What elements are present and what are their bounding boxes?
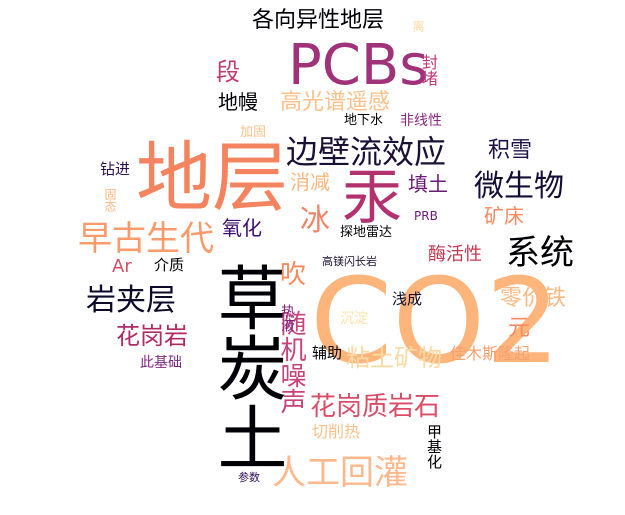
word: 人工回灌 (272, 453, 408, 493)
word: 各向异性地层 (252, 8, 385, 33)
word: 酶活性 (428, 244, 482, 265)
word: CO2 (310, 252, 561, 390)
word: 高光谱遥感 (280, 90, 391, 115)
word: 冰 (300, 203, 330, 238)
word: 此基础 (140, 355, 182, 371)
word: 填土 (408, 172, 448, 196)
word: 封堵 (419, 54, 438, 86)
word: 高镁闪长岩 (322, 255, 377, 268)
word: 积雪 (488, 138, 533, 163)
word: 零价铁 (500, 286, 567, 311)
word: 参数 (238, 471, 260, 484)
word: 边壁流效应 (286, 133, 447, 171)
word: 地幔 (218, 90, 258, 114)
word: 固态 (103, 188, 117, 212)
word: 佳木斯隆起 (450, 344, 531, 363)
word: 汞 (342, 163, 402, 233)
word: 岩夹层 (86, 283, 176, 318)
word: 切削热 (312, 422, 361, 441)
word: 沉淀 (340, 311, 368, 327)
word: 浅成 (392, 290, 423, 308)
word: 甲基化 (425, 424, 443, 469)
word: 介质 (154, 256, 185, 274)
word: 加固 (240, 125, 267, 140)
word: 氧化 (222, 216, 262, 240)
word: 系统 (506, 233, 574, 273)
word: PRB (414, 209, 438, 223)
word: 矿床 (484, 204, 524, 228)
word: 花岗岩 (116, 322, 188, 350)
word: 地层 (136, 133, 288, 222)
word: 草炭土 (206, 262, 288, 472)
word: 地下水 (344, 113, 384, 128)
word: 微生物 (474, 169, 564, 204)
word: 段 (216, 58, 240, 86)
word: 花岗质岩石 (310, 392, 441, 422)
word: PCBs (288, 33, 429, 98)
word: 粘土矿物 (346, 344, 442, 372)
word: 吹 (280, 260, 307, 290)
word: 随机噪声 (276, 310, 306, 414)
word: Ar (112, 256, 132, 277)
word: 探地雷达 (340, 225, 393, 240)
word: 元 (508, 316, 531, 341)
word: 辅助 (312, 344, 343, 362)
word: 早古生代 (78, 219, 214, 259)
word: 钻进 (100, 160, 131, 178)
word: 消减 (290, 170, 330, 194)
word: 热液 (279, 304, 295, 332)
word: 离 (411, 20, 425, 32)
word: 非线性 (400, 113, 442, 129)
